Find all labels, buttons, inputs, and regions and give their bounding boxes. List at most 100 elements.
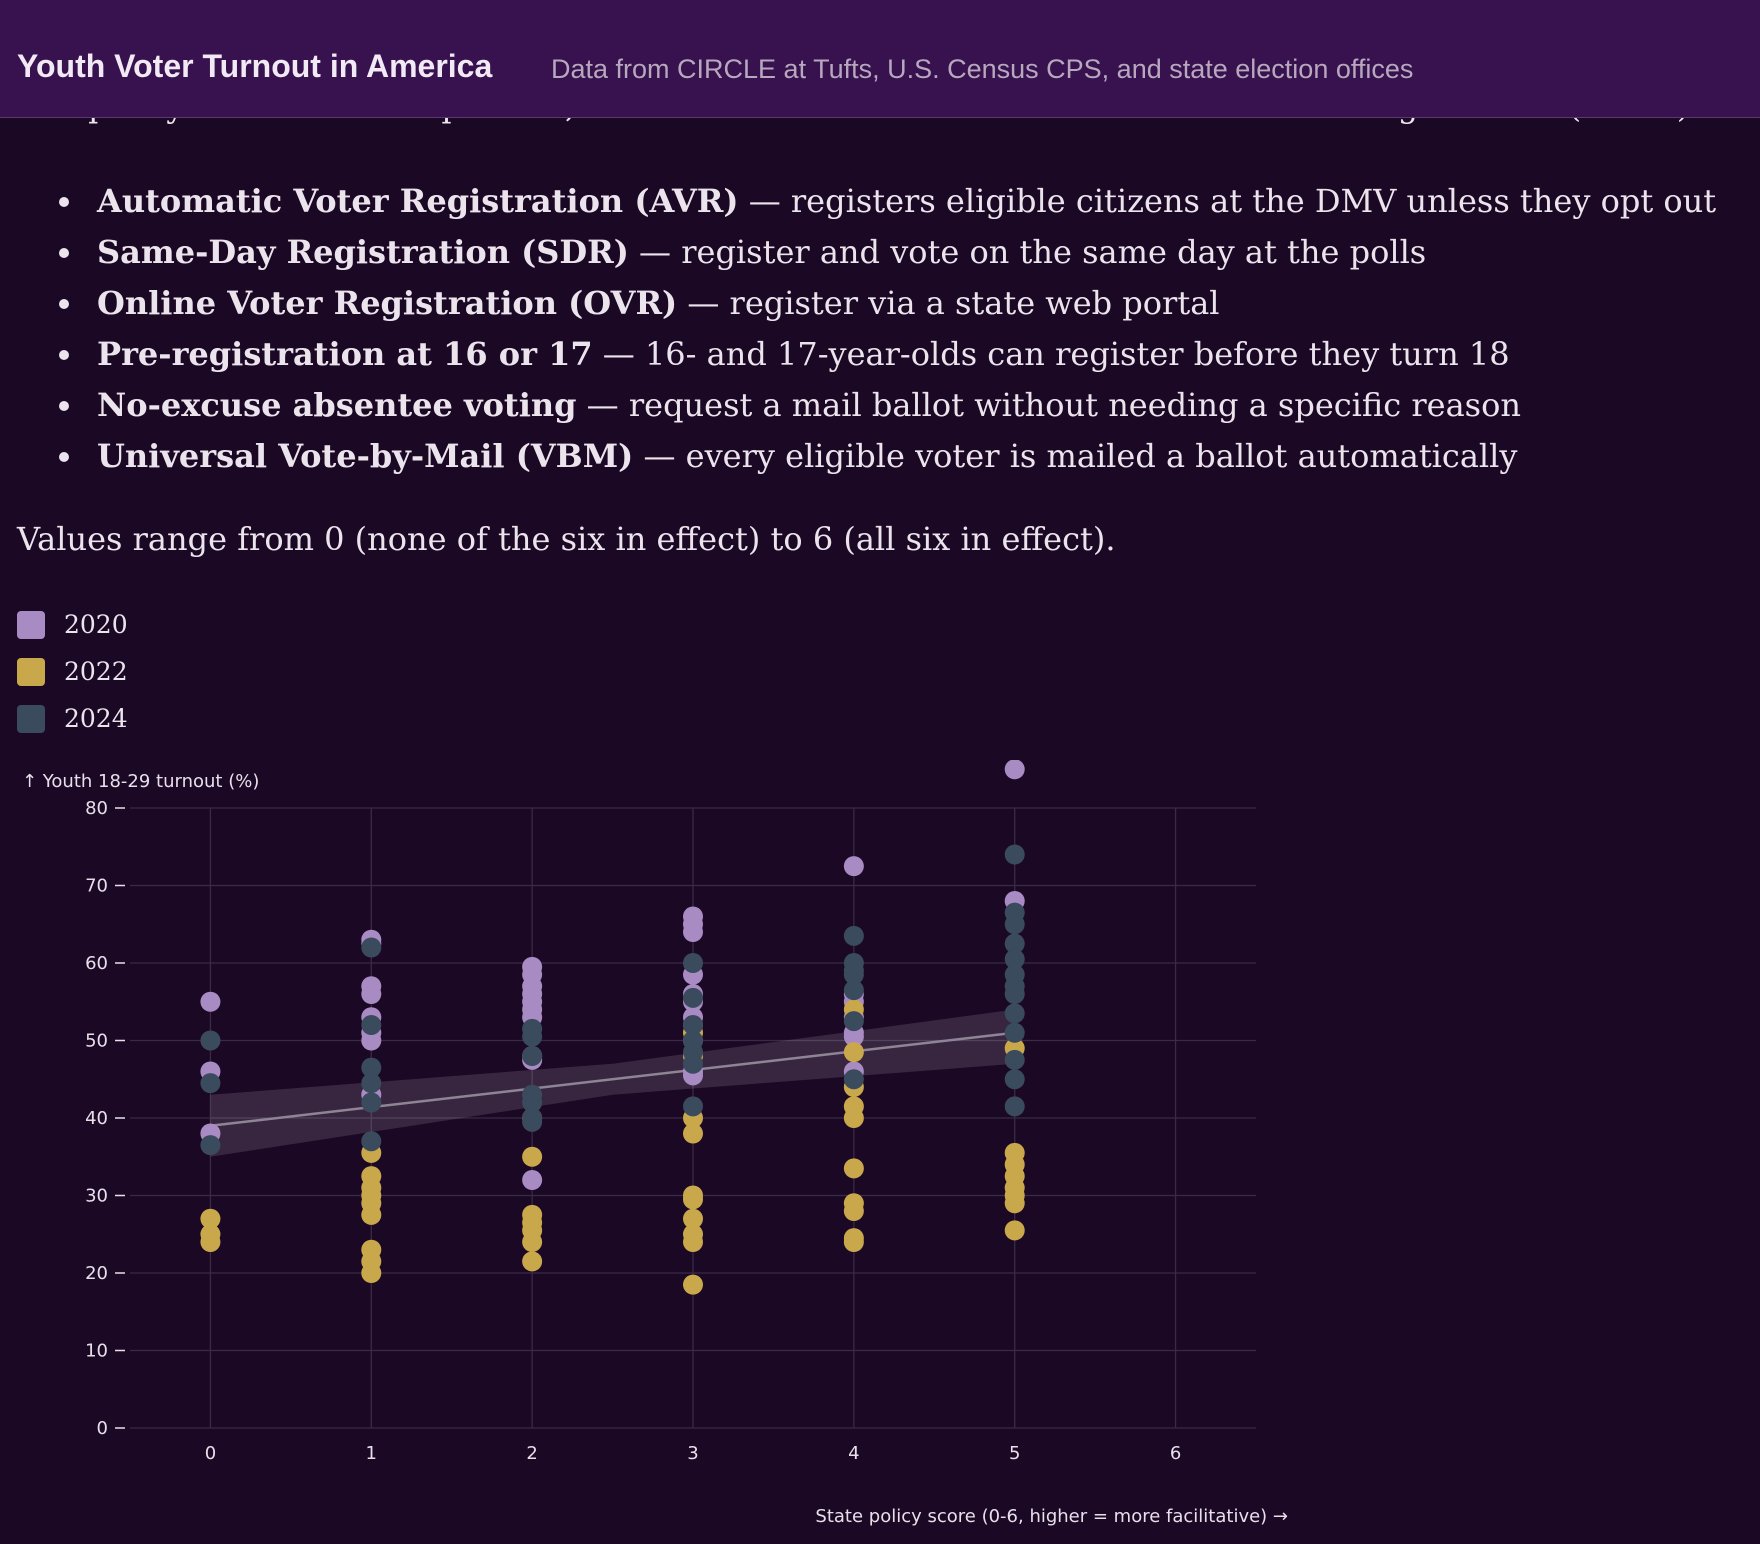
data-point-2022 (843, 1108, 864, 1128)
page-title: Youth Voter Turnout in America (17, 48, 493, 84)
data-point-2024 (522, 1026, 543, 1047)
policy-name: Online Voter Registration (OVR) (97, 284, 678, 322)
data-point-2024 (843, 964, 864, 985)
policy-name: No-excuse absentee voting (97, 386, 577, 424)
data-point-2024 (1004, 1022, 1025, 1043)
policy-item: Universal Vote-by-Mail (VBM) — every eli… (50, 431, 1716, 482)
policy-name: Pre-registration at 16 or 17 (97, 335, 593, 373)
legend-item-2022[interactable]: 2022 (17, 648, 128, 695)
trend-line (210, 1031, 1015, 1127)
data-point-2024 (683, 953, 703, 973)
x-tick-label: 4 (848, 1443, 859, 1464)
x-tick-label: 2 (526, 1443, 537, 1464)
data-point-2020 (361, 984, 382, 1004)
data-point-2024 (843, 925, 864, 946)
y-tick-label: 10 (85, 1341, 108, 1362)
data-point-2024 (522, 1092, 543, 1113)
policy-name: Universal Vote-by-Mail (VBM) (97, 437, 634, 475)
grid-layer (130, 807, 1256, 1429)
data-point-2024 (1004, 844, 1025, 865)
policy-desc: — request a mail ballot without needing … (576, 386, 1521, 424)
data-point-2022 (522, 1251, 543, 1272)
data-point-2022 (361, 1204, 382, 1225)
policy-name: Automatic Voter Registration (AVR) (97, 182, 739, 220)
legend-item-2024[interactable]: 2024 (17, 695, 128, 742)
points-layer (200, 760, 1025, 1295)
data-point-2020 (200, 991, 221, 1012)
data-point-2022 (200, 1232, 221, 1252)
y-tick-label: 40 (85, 1108, 108, 1129)
trend-confidence-band (210, 1009, 1015, 1157)
policy-item: Same-Day Registration (SDR) — register a… (50, 227, 1716, 278)
legend-label: 2020 (64, 610, 128, 639)
data-point-2020 (1004, 760, 1025, 780)
scatter-chart: 0 10 20 30 40 50 60 70 80 0 1 2 3 4 5 6 ↑ Youth 18-29 t… (22, 760, 1288, 1527)
data-point-2024 (200, 1073, 221, 1094)
data-point-2024 (522, 1046, 543, 1066)
data-point-2020 (522, 1170, 543, 1190)
data-point-2024 (843, 980, 864, 1001)
data-point-2024 (200, 1030, 221, 1051)
legend-swatch (17, 704, 45, 733)
data-point-2022 (843, 1201, 864, 1221)
y-tick-label: 80 (85, 798, 108, 819)
data-point-2024 (1004, 1096, 1025, 1117)
data-point-2024 (361, 1092, 382, 1113)
data-point-2024 (200, 1135, 221, 1156)
data-point-2022 (683, 1232, 703, 1252)
data-point-2024 (361, 1015, 382, 1035)
x-tick-label: 5 (1009, 1443, 1020, 1464)
data-point-2024 (683, 1015, 703, 1035)
y-tick-label: 20 (85, 1263, 108, 1284)
data-point-2022 (843, 1042, 864, 1063)
data-point-2020 (361, 1030, 382, 1051)
page-subtitle: Data from CIRCLE at Tufts, U.S. Census C… (551, 54, 1414, 84)
y-tick-label: 50 (85, 1031, 108, 1052)
data-point-2024 (1004, 984, 1025, 1004)
data-point-2020 (843, 1026, 864, 1047)
data-point-2022 (683, 1123, 703, 1144)
policy-desc: — register via a state web portal (677, 284, 1220, 322)
y-tick-label: 60 (85, 953, 108, 974)
data-point-2022 (683, 1274, 703, 1295)
y-tick-label: 0 (97, 1418, 108, 1439)
policy-name: Same-Day Registration (SDR) (97, 233, 629, 271)
policy-item: No-excuse absentee voting — request a ma… (50, 380, 1716, 431)
data-point-2024 (522, 1111, 543, 1132)
app-header: Youth Voter Turnout in America Data from… (0, 0, 1760, 118)
data-point-2024 (361, 1131, 382, 1152)
policy-desc: — registers eligible citizens at the DMV… (738, 182, 1717, 220)
data-point-2024 (843, 1011, 864, 1032)
data-point-2024 (843, 1069, 864, 1090)
policy-desc: — register and vote on the same day at t… (628, 233, 1427, 271)
data-point-2022 (843, 1232, 864, 1252)
y-axis-label: ↑ Youth 18-29 turnout (%) (22, 771, 259, 792)
policy-list: Automatic Voter Registration (AVR) — reg… (50, 176, 1716, 482)
data-point-2022 (1004, 1193, 1025, 1214)
data-point-2022 (683, 1208, 703, 1229)
data-point-2022 (361, 1263, 382, 1283)
data-point-2024 (683, 987, 703, 1008)
x-tick-label: 6 (1170, 1443, 1181, 1464)
policy-item: Pre-registration at 16 or 17 — 16- and 1… (50, 329, 1716, 380)
trend-band-layer (210, 1009, 1015, 1157)
legend-label: 2024 (64, 704, 128, 733)
data-point-2024 (361, 1073, 382, 1094)
x-tick-label: 3 (687, 1443, 698, 1464)
range-note: Values range from 0 (none of the six in … (17, 520, 1116, 558)
y-tick-label: 70 (85, 876, 108, 897)
data-point-2022 (522, 1232, 543, 1252)
data-point-2022 (843, 1158, 864, 1179)
data-point-2020 (683, 922, 703, 942)
policy-item: Automatic Voter Registration (AVR) — reg… (50, 176, 1716, 227)
data-point-2022 (200, 1208, 221, 1229)
policy-desc: — 16- and 17-year-olds can register befo… (592, 335, 1510, 373)
legend-item-2020[interactable]: 2020 (17, 601, 128, 648)
data-point-2024 (683, 1053, 703, 1074)
data-point-2024 (1004, 1003, 1025, 1024)
data-point-2024 (1004, 1069, 1025, 1090)
axis-layer: 0 10 20 30 40 50 60 70 80 0 1 2 3 4 5 6 (85, 798, 1181, 1464)
x-tick-label: 0 (205, 1443, 216, 1464)
legend-swatch (17, 610, 45, 639)
data-point-2024 (1004, 1049, 1025, 1070)
